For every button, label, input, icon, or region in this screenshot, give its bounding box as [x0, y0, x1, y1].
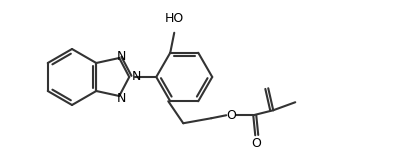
Text: HO: HO [165, 12, 184, 25]
Text: O: O [251, 137, 261, 150]
Text: O: O [226, 109, 236, 122]
Text: N: N [132, 71, 141, 84]
Text: N: N [116, 49, 126, 62]
Text: N: N [116, 91, 126, 104]
